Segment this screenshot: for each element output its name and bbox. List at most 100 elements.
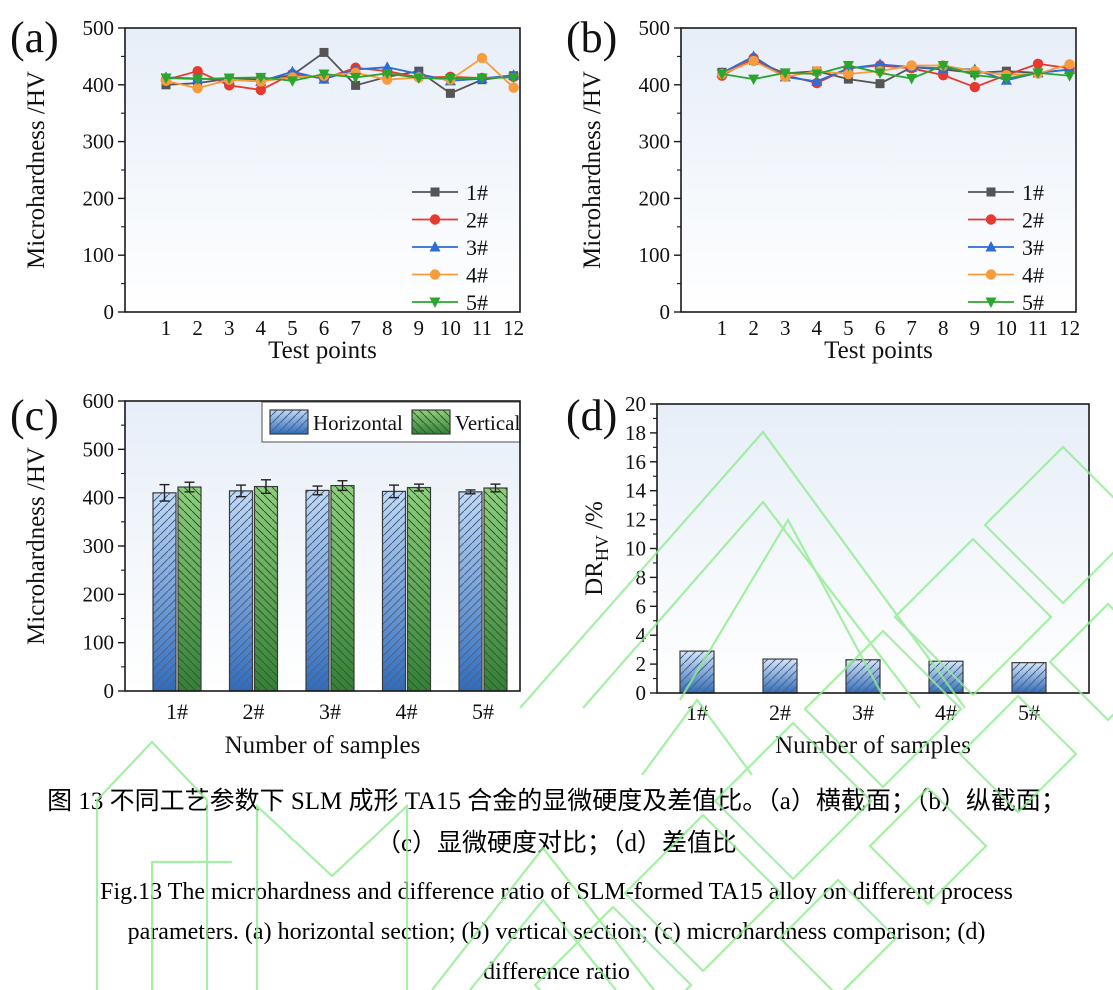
panel-label: (c) [10,391,59,440]
legend: Horizontal Vertical [261,401,521,443]
svg-text:10: 10 [625,537,646,561]
svg-text:200: 200 [83,582,115,606]
svg-text:4#: 4# [1022,263,1044,288]
svg-text:12: 12 [1059,316,1080,340]
svg-text:500: 500 [83,437,115,461]
svg-text:16: 16 [625,450,646,474]
svg-text:9: 9 [414,316,425,340]
svg-text:200: 200 [639,186,671,210]
y-axis: 0 100 200 300 400 500 [639,16,681,324]
svg-text:0: 0 [636,681,647,705]
svg-text:5#: 5# [472,699,494,724]
bar-dr-2# [762,658,798,694]
caption-zh-line1: 图 13 不同工艺参数下 SLM 成形 TA15 合金的显微硬度及差值比。（a）… [47,788,1066,815]
svg-text:8: 8 [938,316,949,340]
svg-text:500: 500 [639,16,671,40]
bar-vertical-3# [330,480,355,692]
svg-text:1#: 1# [166,699,188,724]
chart-panel-d-difference-ratio: 0 2 4 6 8 10 12 14 16 18 20 1# 2# 3# 4# 5# Number of sam… [566,391,1090,759]
x-axis: 1 2 3 4 5 6 7 8 9 10 11 12 [717,316,1080,340]
svg-text:100: 100 [83,631,115,655]
svg-text:400: 400 [639,73,671,97]
svg-text:1#: 1# [1022,180,1044,205]
svg-text:500: 500 [83,16,115,40]
svg-text:2#: 2# [769,700,791,725]
y-axis-title: Microhardness /HV [579,71,606,269]
svg-text:0: 0 [660,300,671,324]
svg-text:6: 6 [636,594,647,618]
x-axis: 1# 2# 3# 4# 5# [686,700,1040,725]
y-axis: 0 2 4 6 8 10 12 14 16 18 20 [625,392,657,705]
svg-text:2#: 2# [466,208,488,233]
svg-text:4: 4 [636,623,647,647]
caption-zh-line2: （c）显微硬度对比；（d）差值比 [375,830,738,857]
svg-text:4: 4 [256,316,267,340]
svg-text:8: 8 [382,316,393,340]
series-5# [160,68,520,87]
svg-text:300: 300 [83,130,115,154]
svg-text:300: 300 [639,130,671,154]
panel-label: (a) [10,13,59,62]
bar-horizontal-5# [458,489,483,692]
svg-text:0: 0 [104,679,115,703]
svg-text:200: 200 [83,186,115,210]
svg-text:2: 2 [636,652,647,676]
svg-text:4: 4 [812,316,823,340]
svg-text:3#: 3# [1022,235,1044,260]
bar-vertical-5# [483,483,508,692]
svg-text:7: 7 [906,316,917,340]
x-axis-title: Test points [268,337,377,364]
y-axis: 0 100 200 300 400 500 600 [83,389,125,703]
caption-en-line2: parameters. (a) horizontal section; (b) … [127,919,986,945]
y-axis: 0 100 200 300 400 500 [83,16,125,324]
x-axis-title: Number of samples [225,732,421,759]
bar-vertical-4# [406,483,432,692]
svg-text:4#: 4# [466,263,488,288]
svg-text:100: 100 [639,243,671,267]
svg-text:10: 10 [996,316,1017,340]
svg-text:Vertical: Vertical [455,411,520,435]
svg-text:18: 18 [625,421,646,445]
svg-text:1#: 1# [466,180,488,205]
caption-en-line3: difference ratio [483,959,630,985]
svg-text:5#: 5# [1022,290,1044,315]
svg-text:11: 11 [472,316,492,340]
svg-text:2: 2 [748,316,759,340]
x-axis: 1# 2# 3# 4# 5# [166,699,494,724]
svg-text:4#: 4# [935,700,957,725]
svg-text:3: 3 [224,316,235,340]
y-axis-title: Microhardness /HV [23,447,50,645]
svg-text:1: 1 [717,316,728,340]
svg-text:4#: 4# [396,699,418,724]
svg-text:600: 600 [83,389,115,413]
svg-text:3#: 3# [852,700,874,725]
svg-text:11: 11 [1028,316,1048,340]
svg-text:8: 8 [636,565,647,589]
svg-text:0: 0 [104,300,115,324]
svg-text:6: 6 [875,316,886,340]
bar-dr-5# [1011,662,1047,694]
svg-text:5: 5 [287,316,298,340]
panel-label: (b) [566,13,617,62]
svg-text:6: 6 [319,316,330,340]
svg-text:7: 7 [350,316,361,340]
series-5# [716,60,1076,86]
bar-vertical-2# [253,479,279,692]
legend: 1# 2#3# 4#5# [412,180,488,315]
svg-text:1#: 1# [686,700,708,725]
svg-text:3: 3 [780,316,791,340]
svg-text:14: 14 [625,479,647,503]
svg-text:2: 2 [192,316,203,340]
svg-text:20: 20 [625,392,646,416]
panel-label: (d) [566,391,617,440]
y-axis-title: DRHV /% [581,501,612,596]
svg-text:100: 100 [83,243,115,267]
svg-text:400: 400 [83,73,115,97]
x-axis-title: Number of samples [775,732,971,759]
bar-dr-1# [679,650,715,694]
svg-text:2#: 2# [1022,208,1044,233]
plot-frame [680,27,1077,313]
